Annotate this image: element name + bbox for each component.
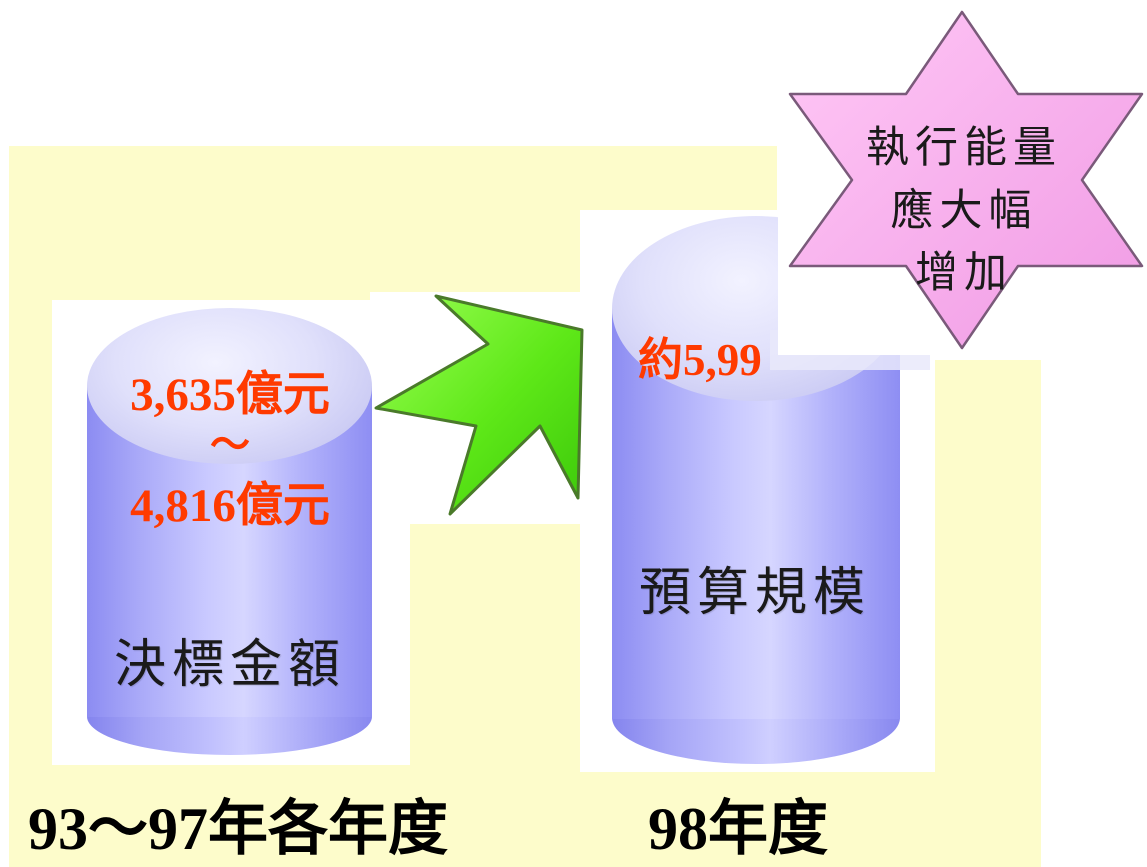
star-text-line1: 執行能量 [866, 123, 1062, 173]
left-value-bottom: 4,816億元 [130, 480, 330, 532]
right-value-text: 約5,99 [638, 335, 762, 385]
arrow-icon [374, 294, 584, 516]
year-label-left: 93～97年各年度 [28, 796, 448, 862]
star-text-line2: 應大幅 [890, 186, 1038, 236]
right-cylinder [612, 216, 900, 764]
left-cylinder [87, 308, 372, 755]
left-value-top: 3,635億元 [130, 369, 330, 421]
star-text-line3: 增加 [915, 248, 1013, 298]
left-value-tilde: ～ [210, 422, 250, 467]
star-icon [788, 10, 1144, 350]
right-cylinder-label: 預算規模 [638, 563, 871, 623]
left-cylinder-label: 決標金額 [113, 635, 346, 695]
year-label-right: 98年度 [648, 796, 828, 862]
